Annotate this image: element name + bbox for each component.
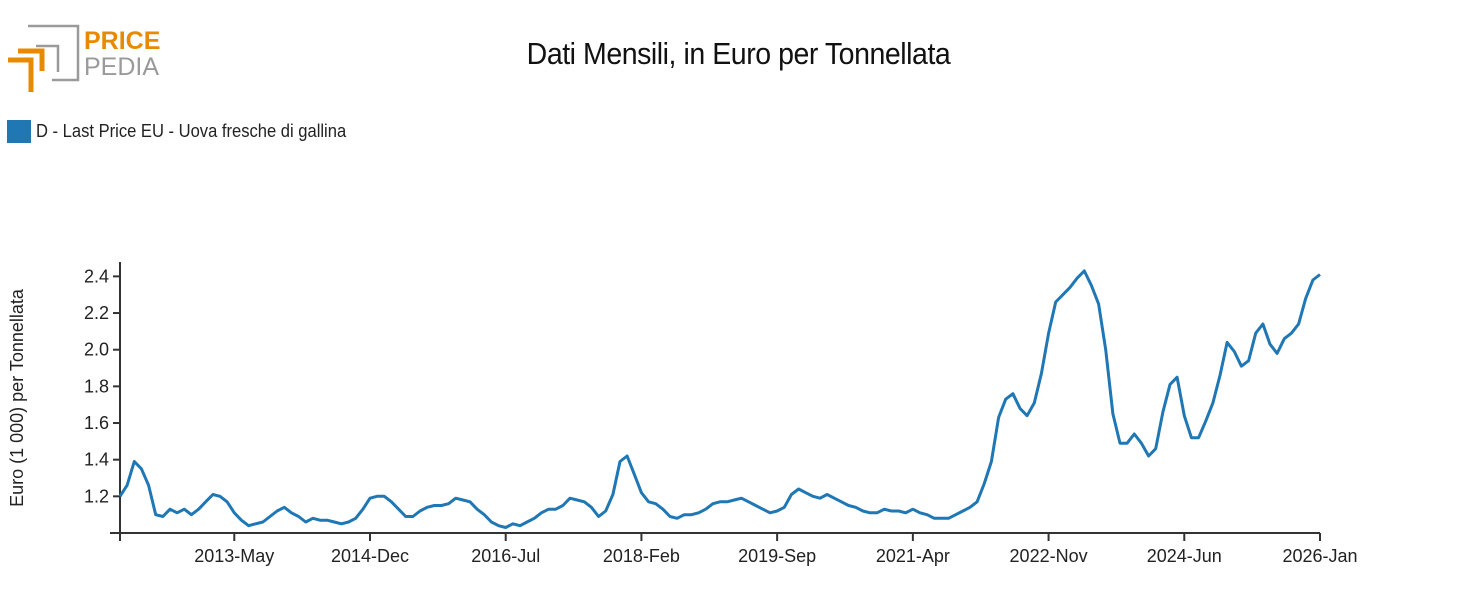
y-tick-label: 1.8 (84, 376, 109, 396)
x-tick-label: 2014-Dec (331, 546, 409, 566)
svg-text:PRICE: PRICE (84, 27, 160, 55)
y-tick-label: 2.0 (84, 340, 109, 360)
x-tick-label: 2019-Sep (738, 546, 816, 566)
x-tick-label: 2016-Jul (471, 546, 540, 566)
x-tick-label: 2013-May (194, 546, 274, 566)
y-axis-label: Euro (1 000) per Tonnellata (7, 288, 27, 507)
y-tick-label: 1.2 (84, 486, 109, 506)
x-tick-label: 2021-Apr (876, 546, 950, 566)
chart-title: Dati Mensili, in Euro per Tonnellata (526, 36, 951, 71)
legend-swatch (7, 120, 31, 143)
x-tick-label: 2024-Jun (1147, 546, 1222, 566)
legend-item[interactable]: D - Last Price EU - Uova fresche di gall… (7, 120, 373, 143)
y-tick-label: 1.4 (84, 450, 109, 470)
x-tick-label: 2026-Jan (1282, 546, 1357, 566)
y-tick-label: 2.4 (84, 266, 109, 286)
pricepedia-logo: PRICE PEDIA (6, 22, 166, 94)
svg-text:PEDIA: PEDIA (84, 53, 159, 81)
y-tick-label: 2.2 (84, 303, 109, 323)
x-tick-label: 2022-Nov (1010, 546, 1088, 566)
x-tick-label: 2018-Feb (603, 546, 680, 566)
series-line (118, 269, 1321, 529)
legend-label: D - Last Price EU - Uova fresche di gall… (36, 121, 347, 141)
y-tick-label: 1.6 (84, 413, 109, 433)
